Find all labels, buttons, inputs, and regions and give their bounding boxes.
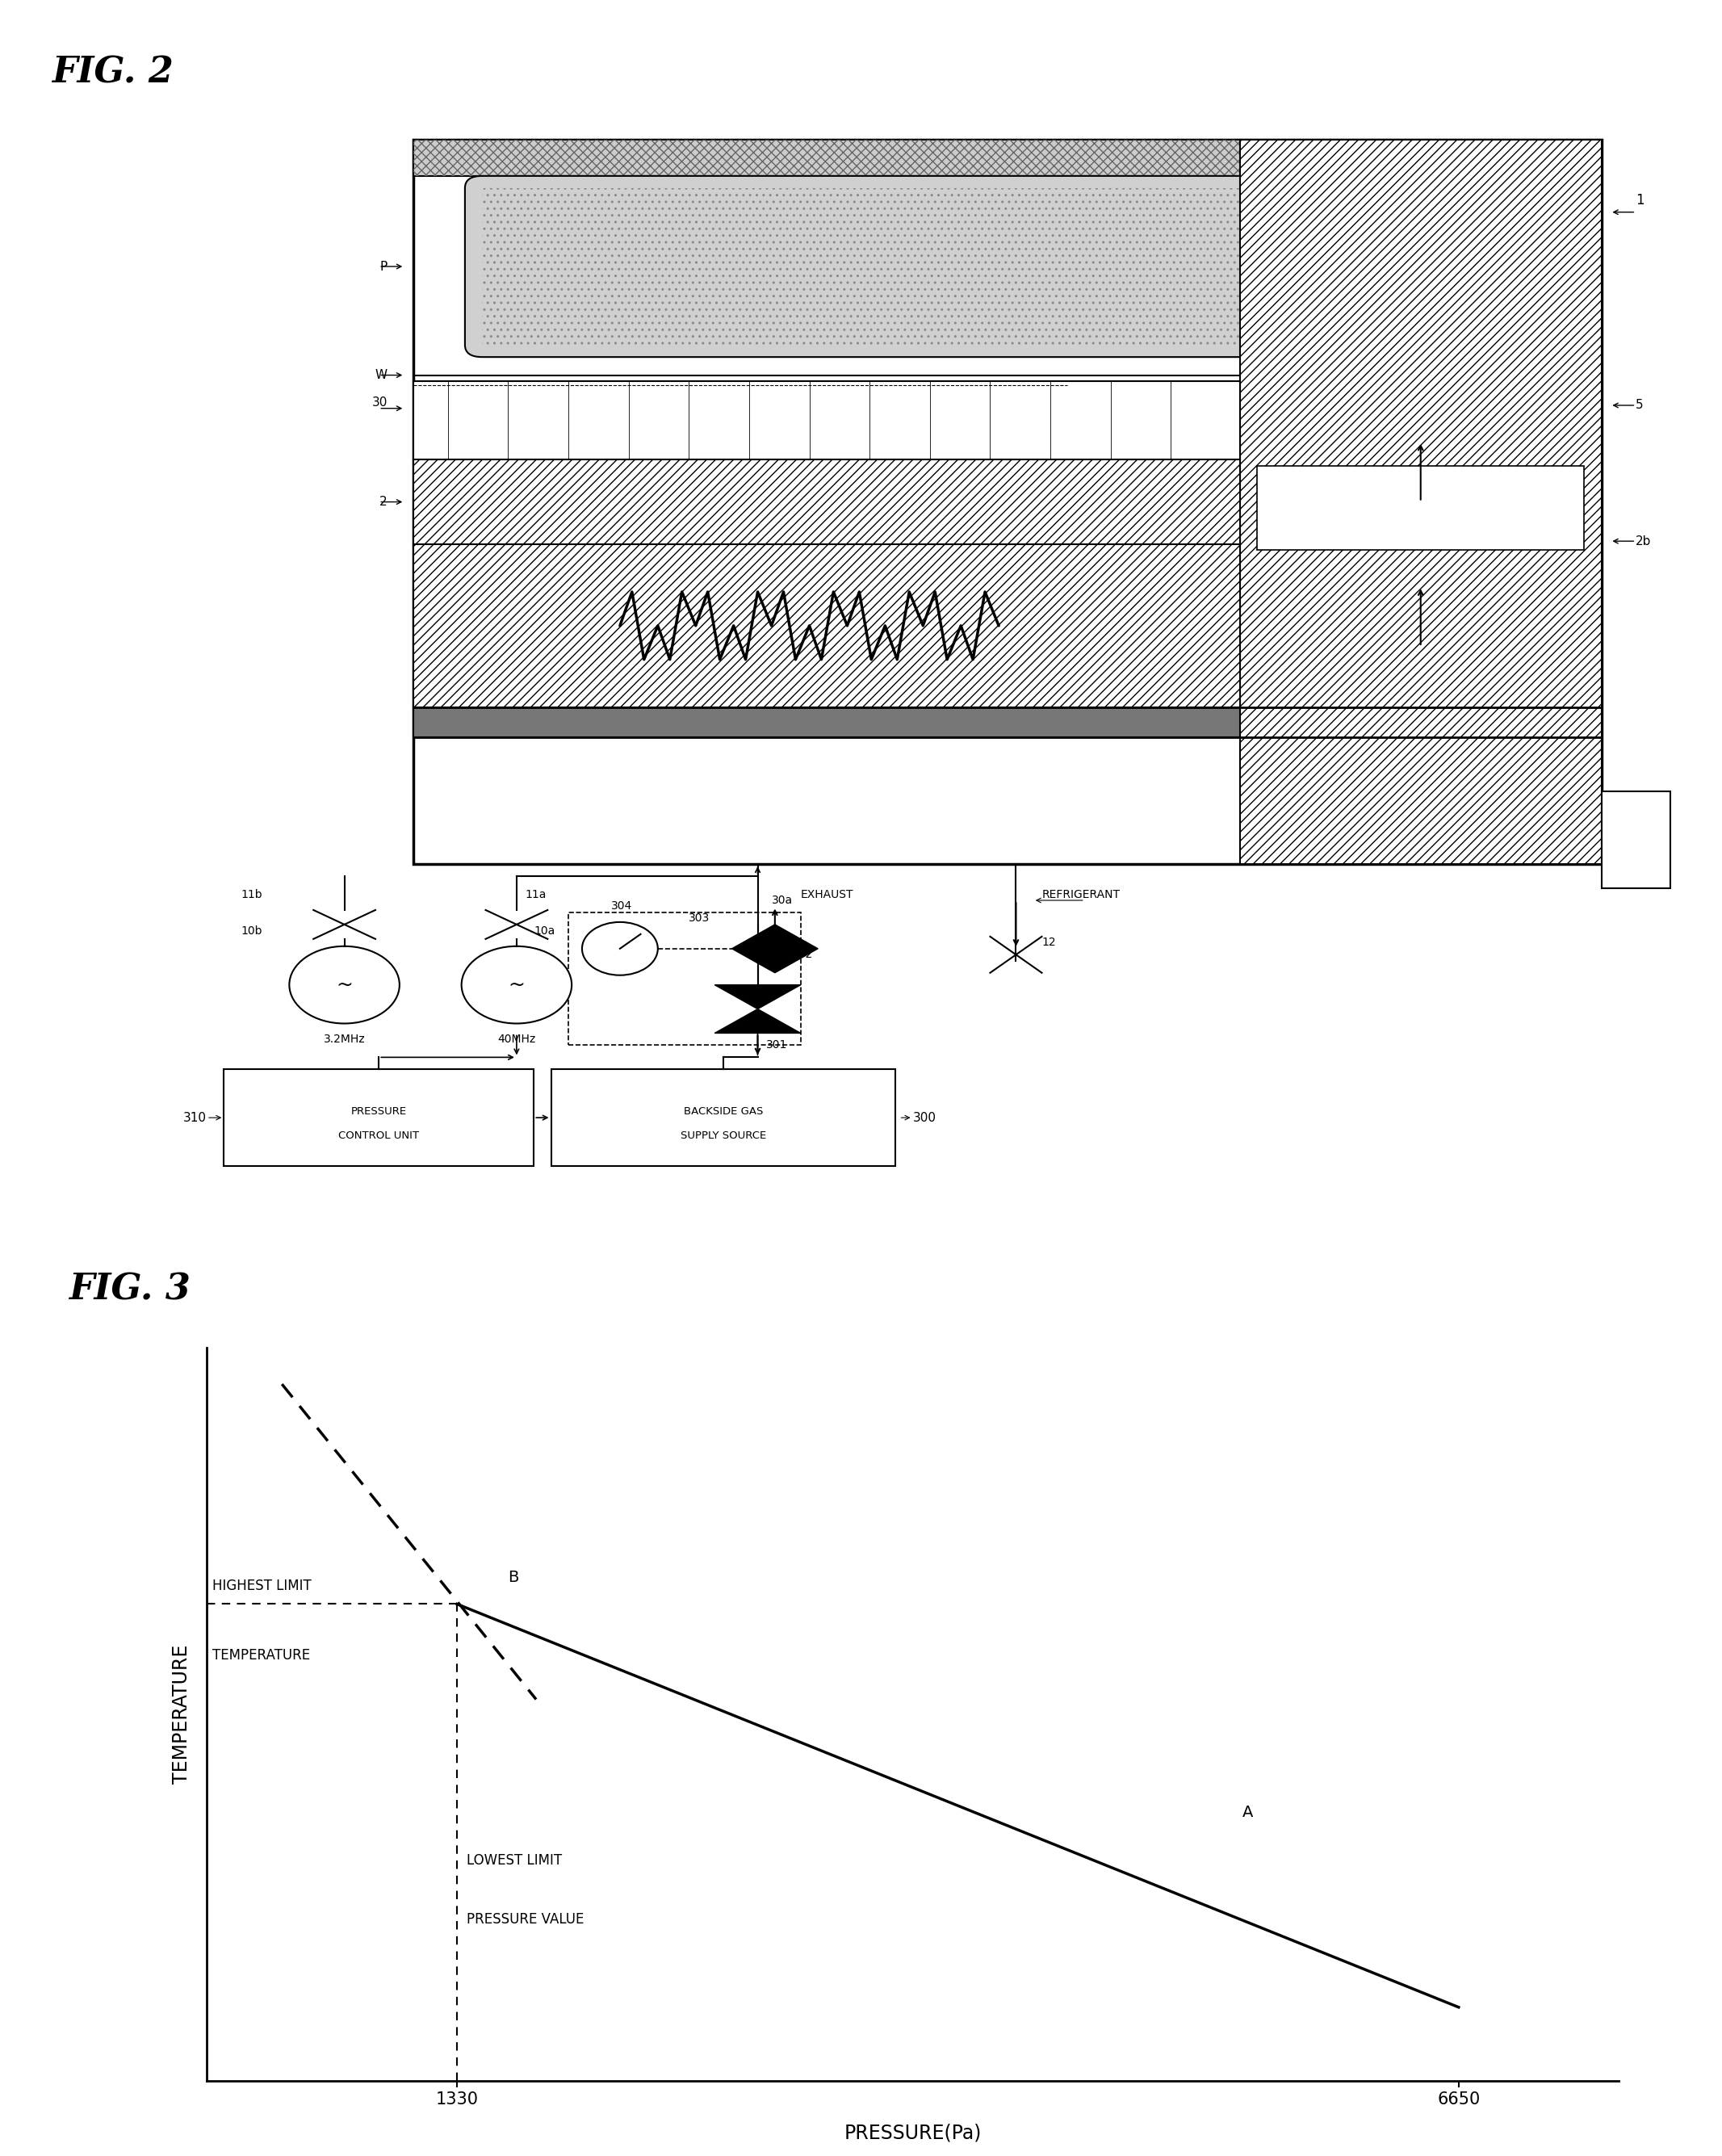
Text: SUPPLY SOURCE: SUPPLY SOURCE xyxy=(680,1130,766,1141)
Bar xyxy=(413,543,1240,707)
Bar xyxy=(413,459,1240,543)
Text: 10b: 10b xyxy=(241,925,262,936)
Text: 40MHz: 40MHz xyxy=(498,1033,536,1046)
Text: 11a: 11a xyxy=(525,888,546,901)
Bar xyxy=(1240,140,1601,865)
X-axis label: PRESSURE(Pa): PRESSURE(Pa) xyxy=(844,2124,982,2143)
Text: 30a: 30a xyxy=(771,895,792,906)
Text: FIG. 2: FIG. 2 xyxy=(52,56,174,91)
Bar xyxy=(224,1069,534,1166)
Text: B: B xyxy=(508,1570,518,1585)
Text: 5: 5 xyxy=(1636,399,1645,412)
Text: PRESSURE: PRESSURE xyxy=(351,1106,406,1117)
Text: REFRIGERANT: REFRIGERANT xyxy=(1042,888,1119,899)
Bar xyxy=(482,188,1412,345)
Bar xyxy=(413,140,1601,177)
Bar xyxy=(1601,791,1670,888)
Text: BACKSIDE GAS: BACKSIDE GAS xyxy=(684,1106,763,1117)
Bar xyxy=(413,543,1240,707)
Bar xyxy=(551,1069,895,1166)
Text: 304: 304 xyxy=(611,901,632,912)
Polygon shape xyxy=(732,925,775,972)
Text: 30: 30 xyxy=(372,397,387,407)
FancyBboxPatch shape xyxy=(465,177,1429,358)
Text: 2: 2 xyxy=(379,496,387,509)
Text: 310: 310 xyxy=(183,1112,207,1123)
Bar xyxy=(1257,466,1584,550)
Text: 303: 303 xyxy=(689,912,709,925)
Text: 300: 300 xyxy=(913,1112,937,1123)
Text: TEMPERATURE: TEMPERATURE xyxy=(212,1647,310,1662)
Bar xyxy=(568,912,801,1046)
Text: 1: 1 xyxy=(1636,192,1645,207)
Circle shape xyxy=(289,946,400,1024)
Text: HIGHEST LIMIT: HIGHEST LIMIT xyxy=(212,1578,312,1593)
Bar xyxy=(413,707,1240,737)
Polygon shape xyxy=(715,1009,801,1033)
Text: ~: ~ xyxy=(508,975,525,994)
Text: 301: 301 xyxy=(766,1039,787,1050)
Text: P: P xyxy=(381,261,387,272)
Text: A: A xyxy=(1242,1805,1254,1820)
Bar xyxy=(413,140,1601,865)
Text: EXHAUST: EXHAUST xyxy=(801,888,854,899)
Bar xyxy=(1240,140,1601,865)
Polygon shape xyxy=(775,925,818,972)
Circle shape xyxy=(582,923,658,975)
Text: PRESSURE VALUE: PRESSURE VALUE xyxy=(467,1912,584,1927)
Text: FIG. 3: FIG. 3 xyxy=(69,1272,191,1307)
Bar xyxy=(413,140,1601,177)
Text: LOWEST LIMIT: LOWEST LIMIT xyxy=(467,1854,561,1867)
Circle shape xyxy=(461,946,572,1024)
Text: ~: ~ xyxy=(336,975,353,994)
Bar xyxy=(413,459,1240,543)
Text: 302: 302 xyxy=(792,949,813,959)
Polygon shape xyxy=(715,985,801,1009)
Text: 3.2MHz: 3.2MHz xyxy=(324,1033,365,1046)
Bar xyxy=(413,382,1240,459)
Text: CONTROL UNIT: CONTROL UNIT xyxy=(339,1130,418,1141)
Text: 11b: 11b xyxy=(241,888,262,901)
Text: 10a: 10a xyxy=(534,925,554,936)
Y-axis label: TEMPERATURE: TEMPERATURE xyxy=(172,1645,191,1783)
Text: 12: 12 xyxy=(1042,938,1056,949)
Text: 2b: 2b xyxy=(1636,535,1651,548)
Text: W: W xyxy=(375,369,387,382)
